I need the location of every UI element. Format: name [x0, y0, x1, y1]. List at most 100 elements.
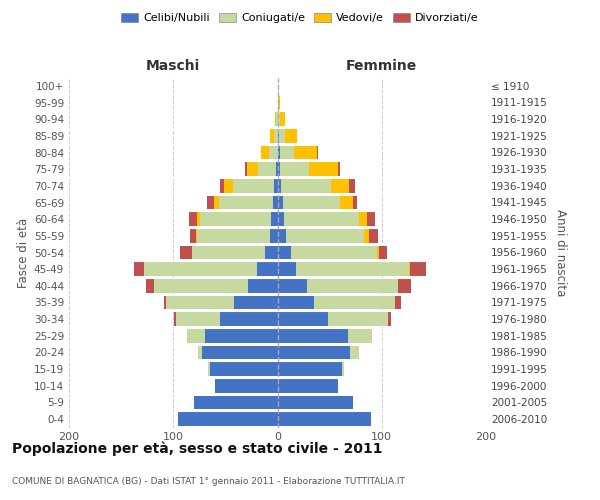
Bar [398, 279, 411, 292]
Bar [377, 246, 379, 260]
Bar [166, 296, 234, 310]
Bar [367, 212, 376, 226]
Bar [277, 162, 280, 176]
Bar [278, 129, 285, 142]
Bar [174, 312, 176, 326]
Bar [307, 279, 398, 292]
Bar [271, 212, 277, 226]
Bar [154, 279, 248, 292]
Bar [277, 296, 314, 310]
Bar [409, 262, 410, 276]
Bar [245, 162, 247, 176]
Bar [277, 229, 286, 242]
Bar [248, 279, 277, 292]
Bar [261, 146, 269, 160]
Bar [206, 196, 214, 209]
Bar [296, 262, 409, 276]
Bar [277, 146, 280, 160]
Bar [196, 229, 197, 242]
Bar [176, 312, 220, 326]
Text: Maschi: Maschi [146, 58, 200, 72]
Bar [265, 246, 277, 260]
Bar [134, 262, 144, 276]
Text: Popolazione per età, sesso e stato civile - 2011: Popolazione per età, sesso e stato civil… [12, 441, 383, 456]
Bar [277, 396, 353, 409]
Legend: Celibi/Nubili, Coniugati/e, Vedovi/e, Divorziati/e: Celibi/Nubili, Coniugati/e, Vedovi/e, Di… [117, 8, 483, 28]
Bar [342, 362, 344, 376]
Bar [197, 212, 200, 226]
Bar [215, 379, 277, 392]
Bar [257, 162, 277, 176]
Bar [369, 229, 377, 242]
Bar [338, 162, 340, 176]
Bar [200, 212, 271, 226]
Bar [328, 312, 388, 326]
Bar [379, 246, 387, 260]
Bar [164, 296, 166, 310]
Bar [277, 412, 371, 426]
Text: Femmine: Femmine [346, 58, 418, 72]
Bar [257, 262, 277, 276]
Bar [277, 346, 350, 360]
Bar [198, 346, 202, 360]
Bar [277, 379, 338, 392]
Bar [189, 212, 197, 226]
Bar [178, 412, 277, 426]
Bar [277, 179, 281, 192]
Bar [331, 179, 349, 192]
Bar [277, 196, 283, 209]
Bar [202, 346, 277, 360]
Bar [350, 346, 359, 360]
Bar [349, 179, 355, 192]
Bar [280, 146, 294, 160]
Bar [286, 229, 364, 242]
Bar [274, 179, 277, 192]
Bar [214, 196, 219, 209]
Bar [277, 129, 278, 142]
Bar [270, 129, 274, 142]
Bar [208, 362, 210, 376]
Bar [340, 196, 353, 209]
Bar [388, 312, 391, 326]
Bar [314, 296, 395, 310]
Bar [194, 396, 277, 409]
Bar [277, 96, 280, 110]
Bar [274, 196, 277, 209]
Bar [219, 196, 274, 209]
Bar [277, 279, 307, 292]
Bar [294, 146, 317, 160]
Bar [291, 246, 377, 260]
Bar [283, 196, 340, 209]
Bar [277, 362, 342, 376]
Bar [210, 362, 277, 376]
Bar [144, 262, 257, 276]
Bar [277, 312, 328, 326]
Bar [179, 246, 192, 260]
Bar [281, 179, 331, 192]
Bar [146, 279, 154, 292]
Bar [317, 146, 318, 160]
Bar [284, 212, 359, 226]
Bar [187, 329, 205, 342]
Bar [220, 312, 277, 326]
Bar [280, 162, 309, 176]
Bar [275, 112, 277, 126]
Bar [353, 196, 357, 209]
Bar [410, 262, 425, 276]
Bar [224, 179, 233, 192]
Bar [190, 229, 196, 242]
Y-axis label: Anni di nascita: Anni di nascita [554, 209, 567, 296]
Bar [205, 329, 277, 342]
Bar [285, 129, 298, 142]
Bar [277, 212, 284, 226]
Bar [277, 329, 349, 342]
Text: COMUNE DI BAGNATICA (BG) - Dati ISTAT 1° gennaio 2011 - Elaborazione TUTTITALIA.: COMUNE DI BAGNATICA (BG) - Dati ISTAT 1°… [12, 477, 405, 486]
Bar [359, 212, 367, 226]
Bar [269, 146, 277, 160]
Bar [349, 329, 373, 342]
Bar [277, 112, 280, 126]
Bar [395, 296, 401, 310]
Bar [277, 246, 291, 260]
Bar [364, 229, 369, 242]
Bar [309, 162, 338, 176]
